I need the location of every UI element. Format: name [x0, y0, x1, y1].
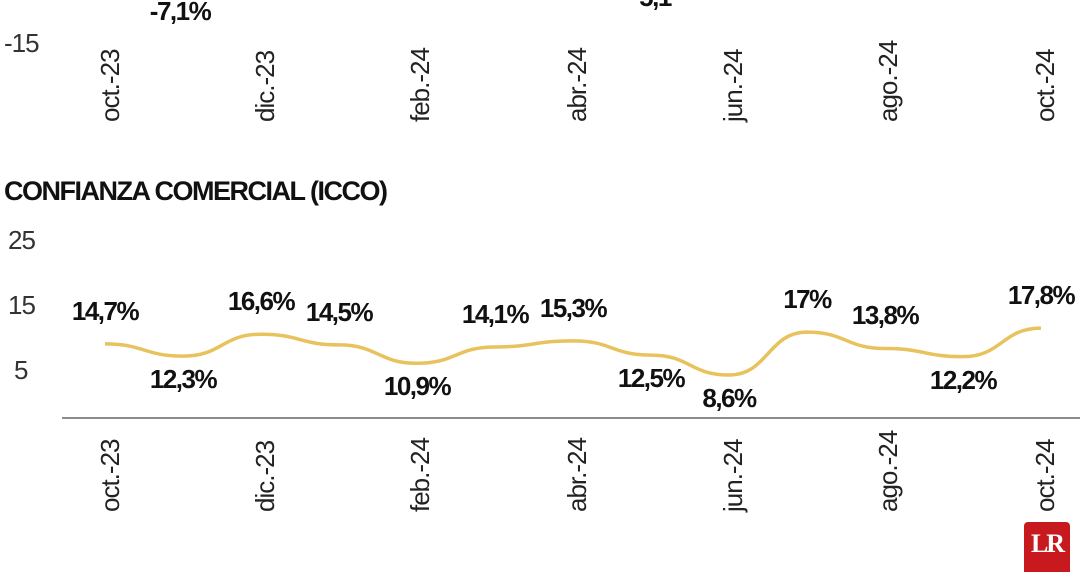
top-y-tick: -15 — [4, 28, 40, 58]
x-tick: dic.-23 — [250, 440, 280, 512]
top-data-label: -7,1% — [149, 0, 212, 26]
y-tick: 15 — [8, 290, 36, 320]
top-data-label: 5,1 — [639, 0, 672, 13]
chart-title: CONFIANZA COMERCIAL (ICCO) — [4, 176, 388, 206]
y-tick: 25 — [8, 225, 36, 255]
y-tick: 5 — [14, 355, 29, 385]
data-label: 17% — [783, 284, 832, 315]
data-label: 16,6% — [227, 286, 296, 317]
series-line — [104, 326, 1042, 377]
x-tick: ago.-24 — [873, 430, 903, 512]
data-label: 12,2% — [929, 364, 998, 395]
data-label: 12,3% — [149, 364, 218, 395]
data-label: 14,5% — [305, 296, 374, 327]
data-label: 13,8% — [851, 300, 920, 331]
data-label: 12,5% — [617, 363, 686, 394]
data-label: 15,3% — [539, 292, 608, 323]
data-label: 10,9% — [383, 371, 452, 402]
data-label: 14,1% — [461, 298, 530, 329]
data-label: 17,8% — [1007, 280, 1076, 311]
x-tick: feb.-24 — [405, 438, 435, 512]
lr-logo: LR — [1024, 522, 1070, 572]
x-tick: abr.-24 — [562, 438, 592, 512]
x-tick: oct.-23 — [95, 439, 125, 513]
data-label: 8,6% — [702, 383, 757, 413]
data-label: 14,7% — [71, 295, 140, 326]
x-tick: jun.-24 — [718, 439, 748, 513]
x-tick: oct.-24 — [1030, 439, 1060, 513]
